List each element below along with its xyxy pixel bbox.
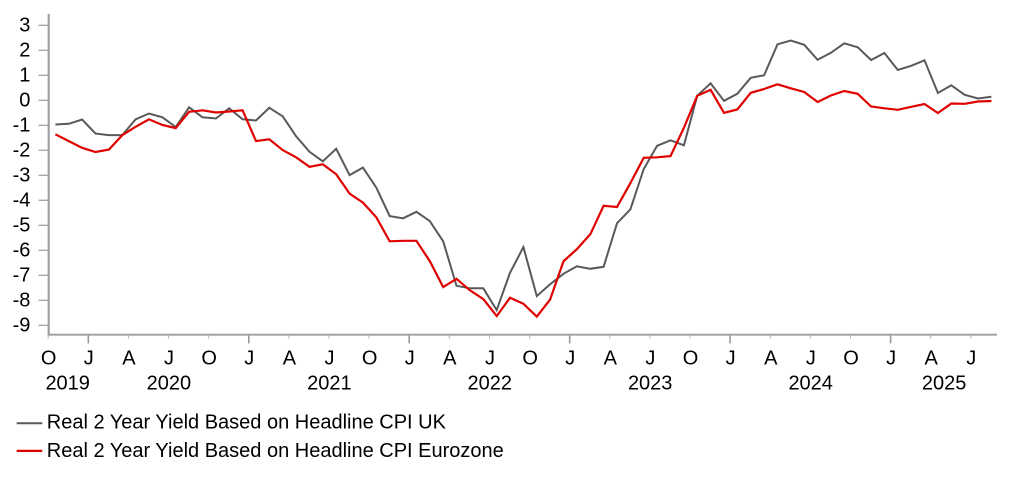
svg-text:J: J bbox=[966, 348, 976, 370]
svg-text:-6: -6 bbox=[13, 240, 31, 262]
svg-text:O: O bbox=[201, 348, 217, 370]
svg-text:2021: 2021 bbox=[307, 372, 352, 394]
svg-text:2: 2 bbox=[19, 40, 30, 62]
svg-text:-7: -7 bbox=[13, 265, 31, 287]
svg-text:O: O bbox=[522, 348, 538, 370]
svg-text:J: J bbox=[244, 348, 254, 370]
svg-text:0: 0 bbox=[19, 90, 30, 112]
svg-text:-8: -8 bbox=[13, 290, 31, 312]
svg-text:-9: -9 bbox=[13, 315, 31, 337]
svg-text:3: 3 bbox=[19, 15, 30, 37]
svg-text:A: A bbox=[604, 348, 618, 370]
svg-text:J: J bbox=[405, 348, 415, 370]
svg-text:-2: -2 bbox=[13, 140, 31, 162]
svg-text:J: J bbox=[164, 348, 174, 370]
svg-text:J: J bbox=[565, 348, 575, 370]
svg-text:J: J bbox=[485, 348, 495, 370]
svg-text:O: O bbox=[683, 348, 699, 370]
svg-text:J: J bbox=[806, 348, 816, 370]
svg-text:2022: 2022 bbox=[468, 372, 513, 394]
svg-text:2019: 2019 bbox=[45, 372, 90, 394]
svg-text:Real 2 Year Yield Based on Hea: Real 2 Year Yield Based on Headline CPI … bbox=[47, 440, 504, 462]
svg-text:A: A bbox=[122, 348, 136, 370]
svg-text:J: J bbox=[645, 348, 655, 370]
svg-text:A: A bbox=[764, 348, 778, 370]
svg-text:-4: -4 bbox=[13, 190, 31, 212]
svg-text:O: O bbox=[41, 348, 57, 370]
svg-text:A: A bbox=[283, 348, 297, 370]
svg-text:-3: -3 bbox=[13, 165, 31, 187]
svg-text:O: O bbox=[362, 348, 378, 370]
svg-text:Real 2 Year Yield Based on Hea: Real 2 Year Yield Based on Headline CPI … bbox=[47, 412, 447, 434]
svg-text:A: A bbox=[443, 348, 457, 370]
svg-text:-5: -5 bbox=[13, 215, 31, 237]
svg-text:2023: 2023 bbox=[628, 372, 673, 394]
svg-text:J: J bbox=[325, 348, 335, 370]
svg-text:J: J bbox=[886, 348, 896, 370]
svg-text:A: A bbox=[925, 348, 939, 370]
svg-text:2024: 2024 bbox=[788, 372, 833, 394]
svg-text:J: J bbox=[726, 348, 736, 370]
svg-text:O: O bbox=[843, 348, 859, 370]
svg-text:J: J bbox=[84, 348, 94, 370]
svg-text:2025: 2025 bbox=[922, 372, 967, 394]
svg-text:-1: -1 bbox=[13, 115, 31, 137]
svg-text:1: 1 bbox=[19, 65, 30, 87]
svg-text:2020: 2020 bbox=[147, 372, 192, 394]
